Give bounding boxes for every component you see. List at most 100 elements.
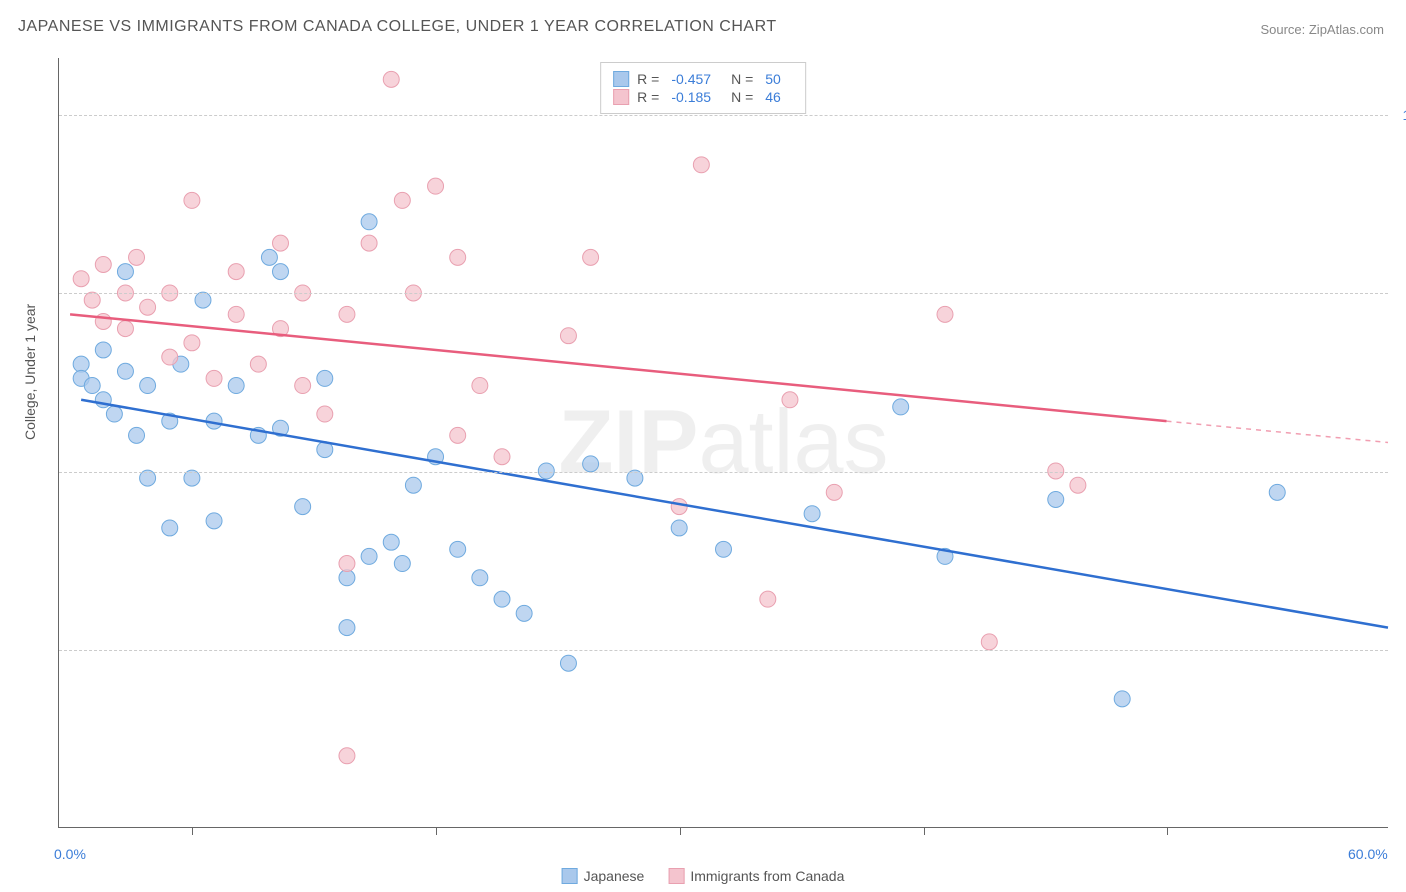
y-axis-label: College, Under 1 year xyxy=(22,304,38,440)
data-point xyxy=(162,349,178,365)
x-tick xyxy=(680,827,681,835)
x-tick xyxy=(1167,827,1168,835)
data-point xyxy=(981,634,997,650)
data-point xyxy=(383,71,399,87)
data-point xyxy=(560,655,576,671)
data-point xyxy=(273,235,289,251)
data-point xyxy=(1048,491,1064,507)
data-point xyxy=(1269,484,1285,500)
data-point xyxy=(84,378,100,394)
data-point xyxy=(184,192,200,208)
legend-n-value: 50 xyxy=(765,71,781,87)
data-point xyxy=(405,477,421,493)
data-point xyxy=(117,264,133,280)
data-point xyxy=(184,335,200,351)
data-point xyxy=(162,520,178,536)
data-point xyxy=(428,178,444,194)
trend-line xyxy=(81,400,1388,628)
data-point xyxy=(140,299,156,315)
data-point xyxy=(295,499,311,515)
legend-n-label: N = xyxy=(731,89,753,105)
gridline xyxy=(59,293,1388,294)
gridline xyxy=(59,650,1388,651)
legend-item: Japanese xyxy=(562,868,645,884)
chart-svg xyxy=(59,58,1388,827)
data-point xyxy=(450,541,466,557)
data-point xyxy=(693,157,709,173)
legend-swatch xyxy=(613,89,629,105)
x-tick xyxy=(192,827,193,835)
data-point xyxy=(1114,691,1130,707)
data-point xyxy=(716,541,732,557)
data-point xyxy=(317,406,333,422)
data-point xyxy=(494,449,510,465)
data-point xyxy=(1070,477,1086,493)
x-tick-label: 60.0% xyxy=(1348,846,1388,862)
x-tick xyxy=(924,827,925,835)
legend-label: Immigrants from Canada xyxy=(690,868,844,884)
data-point xyxy=(84,292,100,308)
x-tick-label: 0.0% xyxy=(54,846,86,862)
legend-r-value: -0.457 xyxy=(671,71,711,87)
data-point xyxy=(339,306,355,322)
gridline xyxy=(59,472,1388,473)
data-point xyxy=(560,328,576,344)
data-point xyxy=(450,249,466,265)
data-point xyxy=(339,748,355,764)
data-point xyxy=(73,356,89,372)
y-tick-label: 100.0% xyxy=(1403,107,1406,123)
data-point xyxy=(206,513,222,529)
data-point xyxy=(782,392,798,408)
data-point xyxy=(826,484,842,500)
plot-area: ZIPatlas 25.0%50.0%75.0%100.0% xyxy=(58,58,1388,828)
data-point xyxy=(583,456,599,472)
data-point xyxy=(339,556,355,572)
data-point xyxy=(295,378,311,394)
data-point xyxy=(95,257,111,273)
data-point xyxy=(140,378,156,394)
legend-item: Immigrants from Canada xyxy=(668,868,844,884)
trend-line xyxy=(70,314,1166,421)
legend-r-value: -0.185 xyxy=(671,89,711,105)
data-point xyxy=(671,520,687,536)
data-point xyxy=(73,271,89,287)
data-point xyxy=(228,378,244,394)
data-point xyxy=(117,363,133,379)
data-point xyxy=(117,321,133,337)
legend-stats: R = -0.457 N = 50 R = -0.185 N = 46 xyxy=(600,62,806,114)
data-point xyxy=(937,306,953,322)
data-point xyxy=(206,370,222,386)
data-point xyxy=(106,406,122,422)
data-point xyxy=(261,249,277,265)
data-point xyxy=(516,605,532,621)
data-point xyxy=(129,427,145,443)
legend-bottom: Japanese Immigrants from Canada xyxy=(562,868,845,884)
data-point xyxy=(450,427,466,443)
data-point xyxy=(361,548,377,564)
data-point xyxy=(273,264,289,280)
data-point xyxy=(494,591,510,607)
data-point xyxy=(472,570,488,586)
data-point xyxy=(804,506,820,522)
data-point xyxy=(760,591,776,607)
data-point xyxy=(361,235,377,251)
gridline xyxy=(59,115,1388,116)
data-point xyxy=(472,378,488,394)
data-point xyxy=(671,499,687,515)
legend-n-value: 46 xyxy=(765,89,781,105)
legend-r-label: R = xyxy=(637,89,659,105)
data-point xyxy=(129,249,145,265)
data-point xyxy=(583,249,599,265)
chart-title: JAPANESE VS IMMIGRANTS FROM CANADA COLLE… xyxy=(18,18,777,36)
data-point xyxy=(394,192,410,208)
legend-swatch xyxy=(613,71,629,87)
data-point xyxy=(383,534,399,550)
legend-stat-row: R = -0.185 N = 46 xyxy=(613,89,793,105)
legend-r-label: R = xyxy=(637,71,659,87)
data-point xyxy=(250,356,266,372)
legend-label: Japanese xyxy=(584,868,645,884)
trend-line-dashed xyxy=(1167,421,1389,442)
x-tick xyxy=(436,827,437,835)
data-point xyxy=(339,570,355,586)
data-point xyxy=(893,399,909,415)
